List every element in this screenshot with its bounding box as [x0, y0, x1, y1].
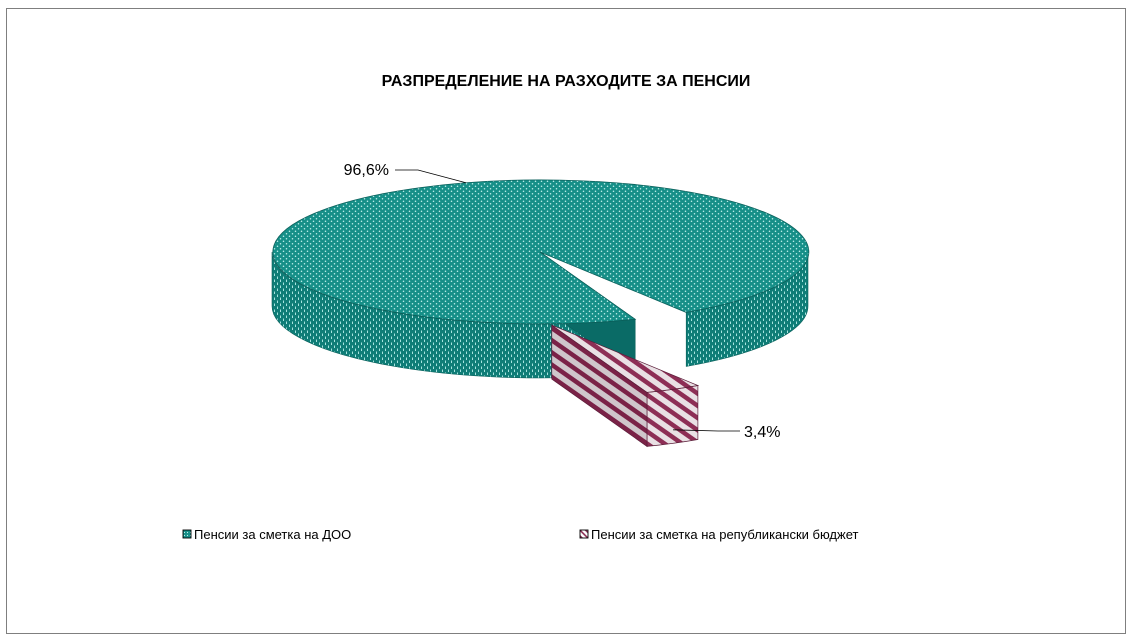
- legend-swatch: [182, 529, 192, 539]
- legend: Пенсии за сметка на ДОО Пенсии за сметка …: [182, 527, 859, 542]
- chart-title: РАЗПРЕДЕЛЕНИЕ НА РАЗХОДИТЕ ЗА ПЕНСИИ: [382, 73, 751, 90]
- plot-area: 96,6% 3,4%: [271, 162, 810, 448]
- slice-budget-top: [551, 324, 700, 393]
- leader-line-budget: [673, 429, 740, 432]
- legend-label: Пенсии за сметка на републикански бюджет: [591, 527, 859, 542]
- legend-item: Пенсии за сметка на ДОО: [182, 527, 351, 542]
- data-label-budget: 3,4%: [744, 424, 780, 441]
- legend-item: Пенсии за сметка на републикански бюджет: [579, 527, 859, 542]
- slice-budget-side: [646, 385, 699, 447]
- leader-line-dof: [395, 169, 467, 184]
- legend-swatch: [579, 529, 589, 539]
- legend-label: Пенсии за сметка на ДОО: [194, 527, 351, 542]
- data-label-dof: 96,6%: [344, 162, 389, 179]
- slice-dof-top: [272, 179, 810, 325]
